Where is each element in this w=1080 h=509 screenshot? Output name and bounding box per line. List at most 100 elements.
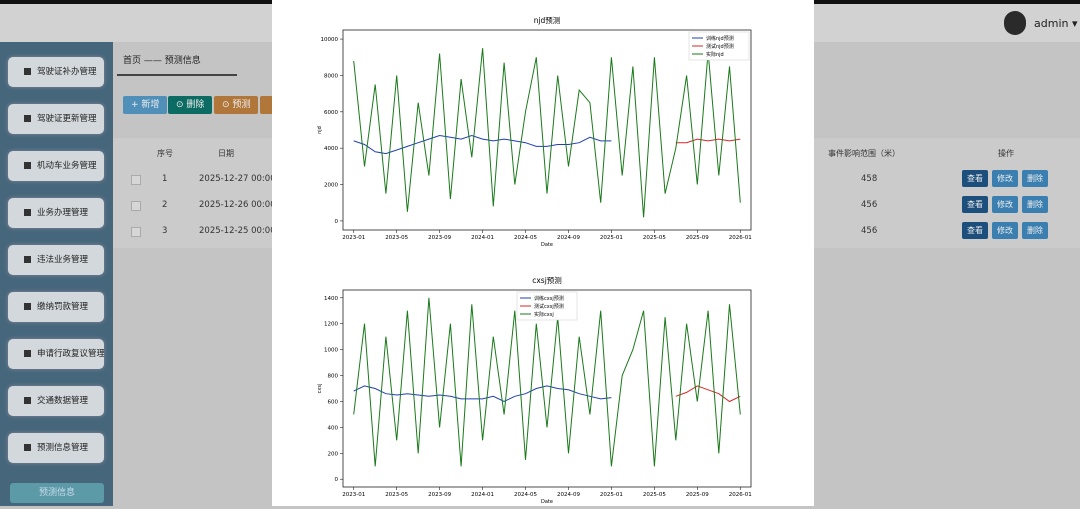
row-checkbox[interactable] xyxy=(131,201,141,211)
submenu-item[interactable]: 预测信息 xyxy=(10,483,104,503)
legend-label: 实际cxsj xyxy=(534,311,554,318)
x-tick-label: 2025-05 xyxy=(643,235,666,241)
x-tick-label: 2024-01 xyxy=(471,492,494,498)
menu-item[interactable]: 申请行政复议管理 xyxy=(8,339,104,369)
x-tick-label: 2025-01 xyxy=(600,235,623,241)
menu-icon xyxy=(24,303,31,310)
legend-label: 测试cxsj预测 xyxy=(534,303,564,310)
menu-label[interactable]: 驾驶证补办管理 xyxy=(37,67,97,77)
menu-label[interactable]: 缴纳罚款管理 xyxy=(37,302,89,312)
x-tick-label: 2025-09 xyxy=(686,235,709,241)
user-menu[interactable]: admin ▾ xyxy=(1034,17,1078,30)
action-button[interactable]: 修改 xyxy=(992,222,1018,239)
row-checkbox[interactable] xyxy=(131,227,141,237)
menu-label[interactable]: 预测信息管理 xyxy=(37,443,89,453)
x-tick-label: 2025-01 xyxy=(600,492,623,498)
x-axis-label: Date xyxy=(541,499,553,505)
button-label[interactable]: 删除 xyxy=(186,100,205,110)
legend-label: 测试njd预测 xyxy=(706,43,734,50)
menu-item[interactable]: 违法业务管理 xyxy=(8,245,104,275)
y-tick-label: 1000 xyxy=(324,348,338,354)
series-line xyxy=(675,385,741,403)
x-tick-label: 2024-05 xyxy=(514,492,537,498)
menu-label[interactable]: 业务办理管理 xyxy=(37,208,89,218)
table-header: 日期 xyxy=(218,149,234,158)
menu-label[interactable]: 申请行政复议管理 xyxy=(37,349,104,359)
series-line xyxy=(353,48,741,218)
series-line xyxy=(353,297,741,467)
menu-label[interactable]: 驾驶证更新管理 xyxy=(37,114,97,124)
cell-range: 456 xyxy=(861,200,878,210)
menu-item[interactable]: 预测信息管理 xyxy=(8,433,104,463)
y-tick-label: 4000 xyxy=(324,146,338,152)
action-button[interactable]: 修改 xyxy=(992,170,1018,187)
menu-icon xyxy=(24,162,31,169)
action-button[interactable]: 删除 xyxy=(1022,196,1048,213)
y-tick-label: 1400 xyxy=(324,296,338,302)
cell-index: 2 xyxy=(162,200,168,210)
action-button[interactable]: 修改 xyxy=(992,196,1018,213)
y-tick-label: 0 xyxy=(335,477,339,483)
menu-icon xyxy=(24,68,31,75)
menu-item[interactable]: 驾驶证更新管理 xyxy=(8,104,104,134)
x-tick-label: 2023-05 xyxy=(385,492,408,498)
menu-label[interactable]: 机动车业务管理 xyxy=(37,161,97,171)
menu-label[interactable]: 违法业务管理 xyxy=(37,255,89,265)
menu-icon xyxy=(24,115,31,122)
y-tick-label: 8000 xyxy=(324,73,338,79)
x-axis-label: Date xyxy=(541,242,553,248)
plot-frame xyxy=(342,289,752,488)
button-label[interactable]: 新增 xyxy=(141,100,160,110)
breadcrumb-home[interactable]: 首页 xyxy=(123,56,142,66)
user-name[interactable]: admin xyxy=(1034,17,1069,30)
menu-item[interactable]: 驾驶证补办管理 xyxy=(8,57,104,87)
y-tick-label: 1200 xyxy=(324,322,338,328)
chart-title: njd预测 xyxy=(534,15,561,25)
breadcrumb-current: 预测信息 xyxy=(164,56,201,66)
y-tick-label: 200 xyxy=(328,451,339,457)
menu-item[interactable]: 缴纳罚款管理 xyxy=(8,292,104,322)
x-tick-label: 2023-01 xyxy=(342,492,365,498)
action-button[interactable]: 查看 xyxy=(962,196,988,213)
menu-icon xyxy=(24,209,31,216)
button-label[interactable]: 预测 xyxy=(232,100,251,110)
y-tick-label: 800 xyxy=(328,374,339,380)
x-tick-label: 2024-05 xyxy=(514,235,537,241)
legend-label: 训练cxsj预测 xyxy=(534,295,564,302)
y-tick-label: 2000 xyxy=(324,183,338,189)
y-tick-label: 0 xyxy=(335,219,339,225)
avatar[interactable] xyxy=(1004,11,1026,35)
menu-icon xyxy=(24,256,31,263)
series-line xyxy=(675,138,741,144)
toolbar-button[interactable]: ⊙ 删除 xyxy=(168,96,213,114)
tab-underline xyxy=(117,74,237,76)
x-tick-label: 2023-09 xyxy=(428,235,451,241)
x-tick-label: 2023-09 xyxy=(428,492,451,498)
series-line xyxy=(353,385,612,403)
menu-item[interactable]: 交通数据管理 xyxy=(8,386,104,416)
cell-range: 458 xyxy=(861,174,878,184)
x-tick-label: 2024-09 xyxy=(557,235,580,241)
toolbar-button[interactable]: + 新增 xyxy=(123,96,168,114)
x-tick-label: 2026-01 xyxy=(729,235,752,241)
cell-date: 2025-12-27 00:00:00 xyxy=(199,174,290,184)
x-tick-label: 2023-05 xyxy=(385,235,408,241)
menu-icon xyxy=(24,350,31,357)
action-button[interactable]: 删除 xyxy=(1022,222,1048,239)
toolbar-button[interactable]: ⊙ 预测 xyxy=(214,96,259,114)
action-button[interactable]: 查看 xyxy=(962,170,988,187)
menu-label[interactable]: 交通数据管理 xyxy=(37,396,89,406)
plot-frame xyxy=(342,29,752,231)
y-axis-label: cxsj xyxy=(317,384,323,394)
menu-item[interactable]: 业务办理管理 xyxy=(8,198,104,228)
cell-index: 3 xyxy=(162,226,168,236)
action-button[interactable]: 查看 xyxy=(962,222,988,239)
row-checkbox[interactable] xyxy=(131,175,141,185)
table-header: 操作 xyxy=(998,149,1014,158)
series-line xyxy=(353,134,612,155)
action-button[interactable]: 删除 xyxy=(1022,170,1048,187)
breadcrumb: 首页 —— 预测信息 xyxy=(123,56,201,66)
legend-label: 训练njd预测 xyxy=(706,35,734,42)
menu-item[interactable]: 机动车业务管理 xyxy=(8,151,104,181)
x-tick-label: 2024-01 xyxy=(471,235,494,241)
